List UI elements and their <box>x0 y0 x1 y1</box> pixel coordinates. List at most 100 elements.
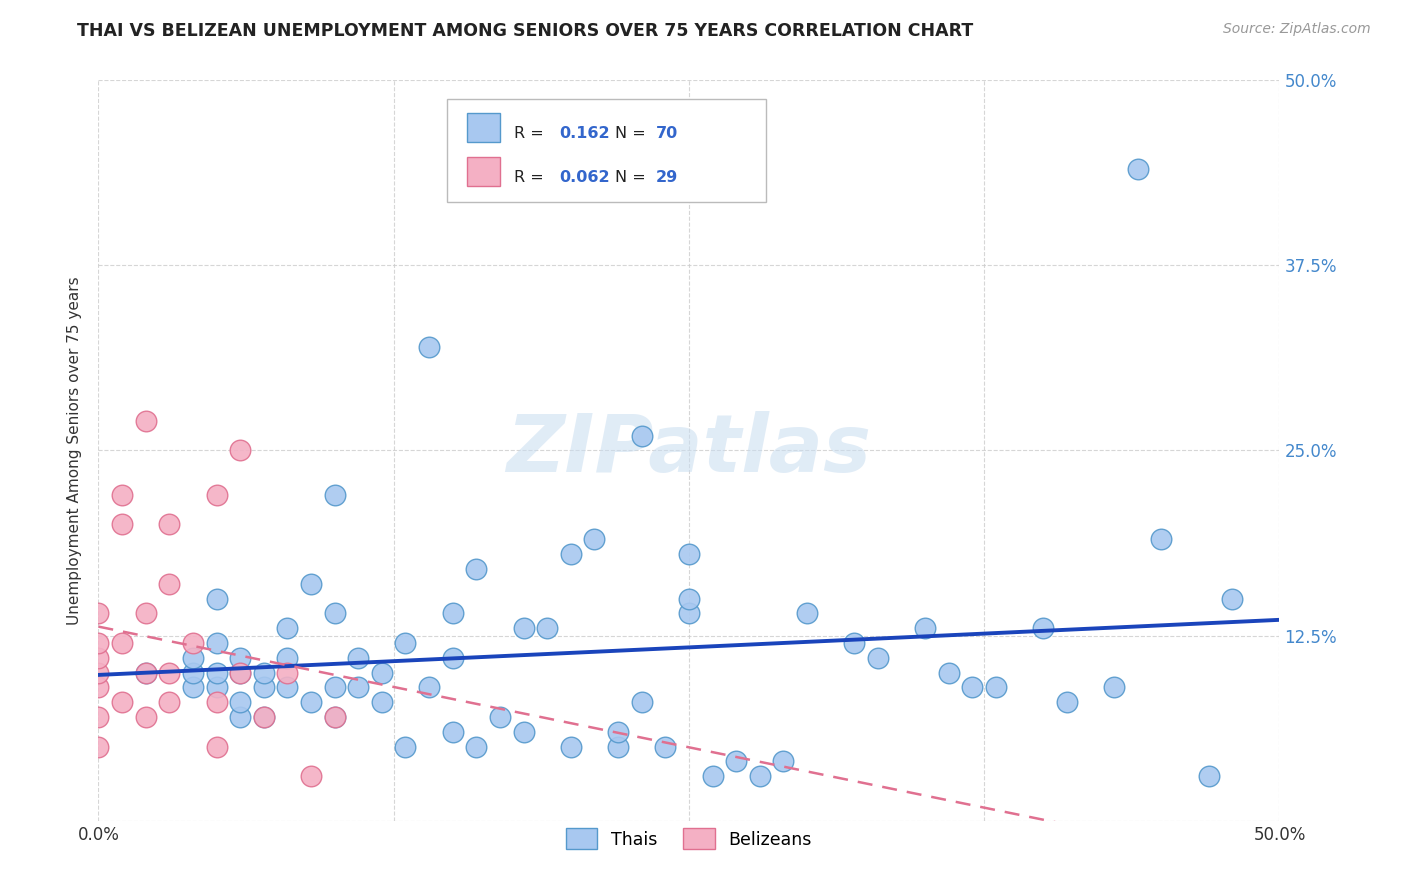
Point <box>371 695 394 709</box>
Point <box>276 621 298 635</box>
Point <box>441 724 464 739</box>
Point <box>441 650 464 665</box>
Point <box>135 665 157 680</box>
Point <box>181 681 204 695</box>
Point <box>489 710 512 724</box>
Point <box>844 636 866 650</box>
Point <box>87 739 110 754</box>
Point <box>181 650 204 665</box>
Point <box>299 695 322 709</box>
Point <box>205 636 228 650</box>
Point <box>111 517 134 532</box>
Point <box>205 488 228 502</box>
Text: N =: N = <box>614 170 651 185</box>
Point <box>276 665 298 680</box>
Text: 0.162: 0.162 <box>560 126 610 141</box>
Point <box>394 636 416 650</box>
Point <box>465 562 488 576</box>
Point <box>725 755 748 769</box>
Point <box>229 695 252 709</box>
Point <box>866 650 889 665</box>
Point <box>87 665 110 680</box>
Point <box>748 769 770 783</box>
Point <box>678 607 700 621</box>
Point <box>205 591 228 606</box>
Point <box>796 607 818 621</box>
Point <box>205 681 228 695</box>
Point <box>205 695 228 709</box>
Point <box>323 710 346 724</box>
Point <box>1220 591 1243 606</box>
Point <box>583 533 606 547</box>
Point <box>253 710 276 724</box>
Point <box>229 443 252 458</box>
Point <box>702 769 724 783</box>
Text: THAI VS BELIZEAN UNEMPLOYMENT AMONG SENIORS OVER 75 YEARS CORRELATION CHART: THAI VS BELIZEAN UNEMPLOYMENT AMONG SENI… <box>77 22 973 40</box>
Point <box>205 739 228 754</box>
Point <box>323 681 346 695</box>
Point <box>630 695 652 709</box>
Point <box>181 636 204 650</box>
Point <box>418 681 440 695</box>
Point <box>87 650 110 665</box>
Point <box>229 710 252 724</box>
Point <box>87 607 110 621</box>
Point <box>135 607 157 621</box>
Point <box>111 636 134 650</box>
Text: 70: 70 <box>655 126 678 141</box>
Point <box>512 724 534 739</box>
Text: R =: R = <box>515 126 548 141</box>
Point <box>111 488 134 502</box>
Point <box>418 340 440 354</box>
Point <box>1198 769 1220 783</box>
Point <box>111 695 134 709</box>
Point <box>157 695 180 709</box>
Point <box>276 650 298 665</box>
Point <box>1102 681 1125 695</box>
Point <box>512 621 534 635</box>
Point <box>87 710 110 724</box>
Point <box>229 665 252 680</box>
Point <box>536 621 558 635</box>
Point <box>347 681 370 695</box>
Point <box>253 665 276 680</box>
Point <box>323 488 346 502</box>
Point <box>157 665 180 680</box>
Point <box>441 607 464 621</box>
Point <box>299 576 322 591</box>
Point <box>253 710 276 724</box>
FancyBboxPatch shape <box>467 113 501 142</box>
Legend: Thais, Belizeans: Thais, Belizeans <box>560 822 818 856</box>
Point <box>678 547 700 561</box>
Point <box>135 665 157 680</box>
Text: Source: ZipAtlas.com: Source: ZipAtlas.com <box>1223 22 1371 37</box>
Point <box>914 621 936 635</box>
Point <box>157 576 180 591</box>
Point <box>984 681 1007 695</box>
Point <box>347 650 370 665</box>
Point <box>299 769 322 783</box>
Point <box>1056 695 1078 709</box>
FancyBboxPatch shape <box>467 157 501 186</box>
Y-axis label: Unemployment Among Seniors over 75 years: Unemployment Among Seniors over 75 years <box>67 277 83 624</box>
Point <box>1150 533 1173 547</box>
Point <box>205 665 228 680</box>
Point <box>630 428 652 442</box>
Point <box>135 710 157 724</box>
Text: R =: R = <box>515 170 548 185</box>
Point <box>772 755 794 769</box>
Point <box>371 665 394 680</box>
FancyBboxPatch shape <box>447 99 766 202</box>
Point <box>962 681 984 695</box>
Text: ZIPatlas: ZIPatlas <box>506 411 872 490</box>
Point <box>654 739 676 754</box>
Text: 29: 29 <box>655 170 678 185</box>
Point <box>276 681 298 695</box>
Point <box>87 681 110 695</box>
Point <box>678 591 700 606</box>
Point <box>465 739 488 754</box>
Point <box>229 650 252 665</box>
Point <box>938 665 960 680</box>
Point <box>323 607 346 621</box>
Point <box>560 547 582 561</box>
